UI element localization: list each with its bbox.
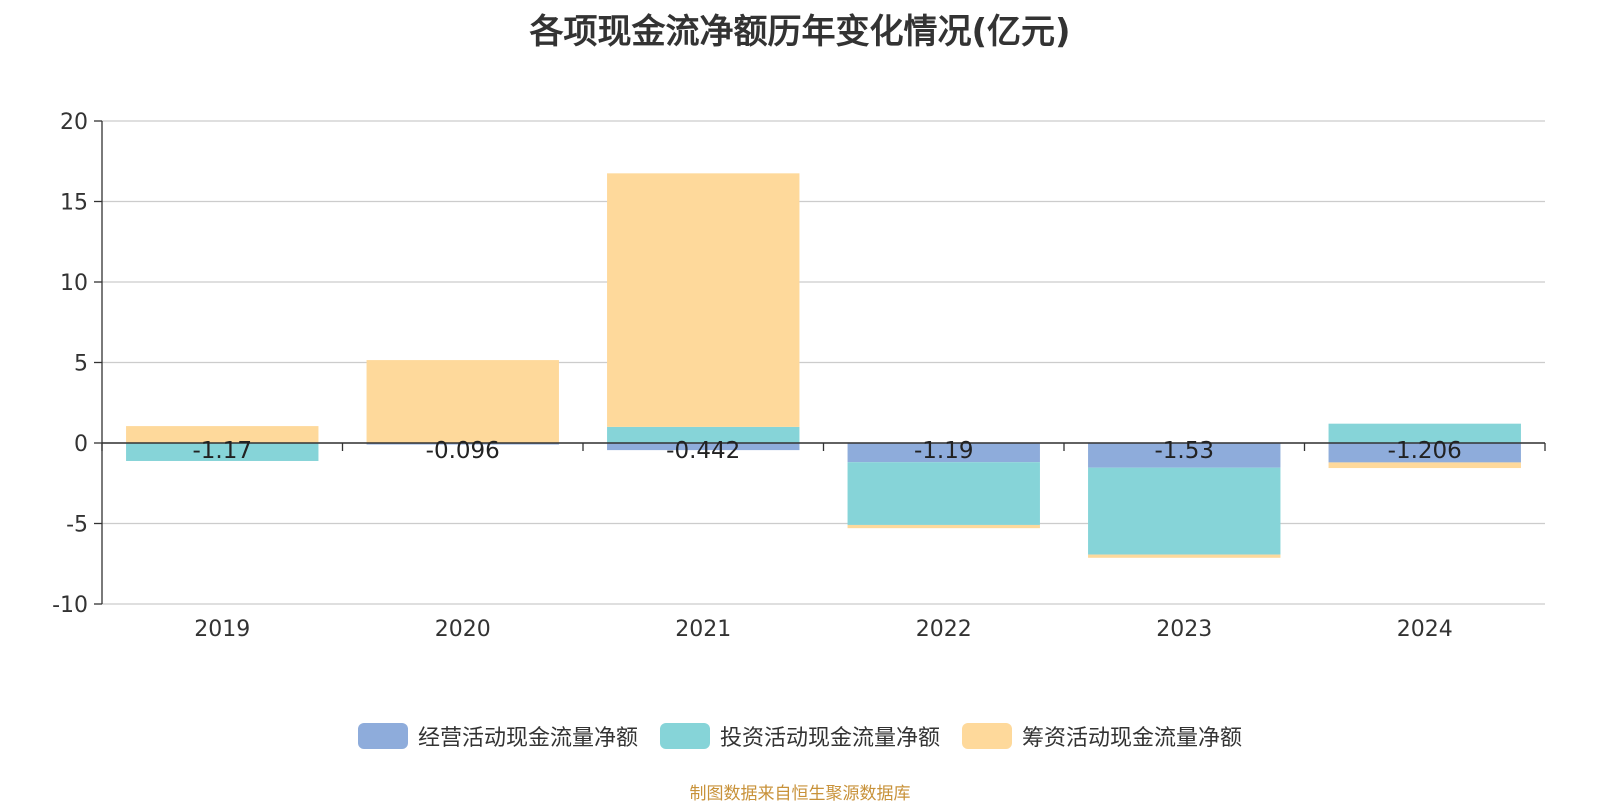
source-note: 制图数据来自恒生聚源数据库 <box>689 784 911 804</box>
bar-investing-2022[interactable] <box>847 462 1040 525</box>
x-tick-label: 2020 <box>435 617 491 642</box>
bar-series <box>126 173 1521 558</box>
legend-item-operating[interactable]: 经营活动现金流量净额 <box>357 720 638 752</box>
legend-label-operating: 经营活动现金流量净额 <box>417 726 638 751</box>
y-tick-label: 0 <box>74 432 88 457</box>
legend-swatch-financing <box>962 723 1012 749</box>
x-tick-label: 2021 <box>675 617 731 642</box>
data-label-operating-2019: -1.17 <box>192 438 252 464</box>
bar-investing-2023[interactable] <box>1088 467 1281 555</box>
x-tick-label: 2023 <box>1156 617 1212 642</box>
y-tick-label: 10 <box>60 271 88 296</box>
legend-label-financing: 筹资活动现金流量净额 <box>1022 726 1243 751</box>
y-tick-label: 5 <box>74 352 88 377</box>
axes: 20 15 10 5 0 -5 -10 2019 2020 2021 2022 2023 2024 <box>52 110 1546 642</box>
legend-item-financing[interactable]: 筹资活动现金流量净额 <box>962 720 1242 752</box>
legend-swatch-operating <box>357 723 408 749</box>
data-label-operating-2020: -0.096 <box>426 438 500 464</box>
bar-financing-2020[interactable] <box>366 360 559 443</box>
bar-financing-2024[interactable] <box>1328 462 1521 469</box>
chart-title: 各项现金流净额历年变化情况(亿元) <box>529 12 1071 52</box>
y-tick-label: -5 <box>66 513 88 538</box>
data-label-operating-2021: -0.442 <box>666 438 740 464</box>
bar-financing-2021[interactable] <box>607 173 800 427</box>
bar-operating-2022[interactable] <box>847 443 1040 463</box>
y-tick-label: -10 <box>52 593 88 618</box>
bar-financing-2022[interactable] <box>847 524 1040 529</box>
bar-operating-2020[interactable] <box>366 443 559 445</box>
bar-investing-2019[interactable] <box>126 443 319 461</box>
x-tick-label: 2022 <box>916 617 972 642</box>
data-label-operating-2024: -1.206 <box>1388 438 1462 464</box>
bar-investing-2021[interactable] <box>607 426 800 443</box>
grid-lines <box>102 120 1545 605</box>
legend-item-investing[interactable]: 投资活动现金流量净额 <box>659 720 940 752</box>
x-tick-label: 2024 <box>1397 617 1453 642</box>
data-label-operating-2022: -1.19 <box>914 438 974 464</box>
legend: 经营活动现金流量净额 投资活动现金流量净额 筹资活动现金流量净额 <box>0 720 1600 752</box>
data-labels: -1.17 -0.096 -0.442 -1.19 -1.53 -1.206 <box>192 438 1461 464</box>
bar-chart: 20 15 10 5 0 -5 -10 2019 2020 2021 2022 2023 2024 -1… <box>52 110 1546 642</box>
legend-swatch-investing <box>659 723 710 749</box>
bar-financing-2019[interactable] <box>126 426 319 443</box>
bar-investing-2024[interactable] <box>1328 423 1521 443</box>
bar-operating-2024[interactable] <box>1328 443 1521 463</box>
data-label-operating-2023: -1.53 <box>1154 438 1214 464</box>
bar-operating-2023[interactable] <box>1088 443 1281 468</box>
y-tick-label: 20 <box>60 110 88 135</box>
legend-label-investing: 投资活动现金流量净额 <box>719 726 940 751</box>
bar-operating-2021[interactable] <box>607 443 800 451</box>
bar-financing-2023[interactable] <box>1088 554 1281 558</box>
y-tick-label: 15 <box>60 191 88 216</box>
x-tick-label: 2019 <box>194 617 250 642</box>
